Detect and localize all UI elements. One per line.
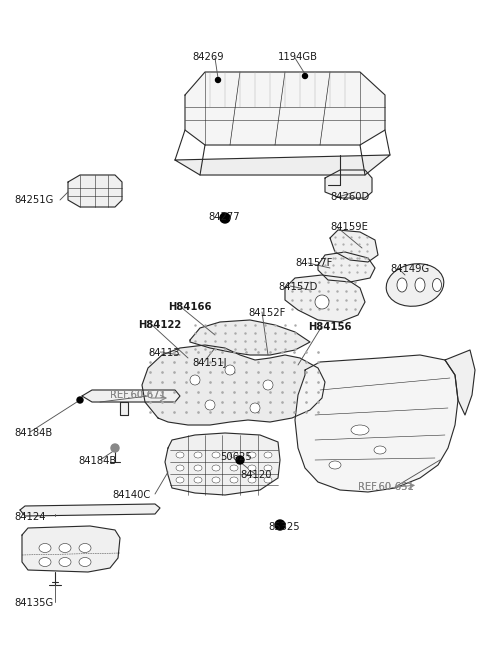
Text: 84124: 84124 [14, 512, 46, 522]
Polygon shape [82, 390, 180, 402]
Ellipse shape [230, 477, 238, 483]
Text: 84184B: 84184B [78, 456, 116, 466]
Ellipse shape [194, 465, 202, 471]
Text: H84166: H84166 [168, 302, 212, 312]
Polygon shape [330, 230, 378, 262]
Circle shape [111, 444, 119, 452]
Ellipse shape [212, 452, 220, 458]
Ellipse shape [432, 279, 442, 291]
Ellipse shape [176, 465, 184, 471]
Ellipse shape [79, 544, 91, 552]
Text: 84157F: 84157F [295, 258, 332, 268]
Polygon shape [175, 155, 390, 175]
Text: 84277: 84277 [208, 212, 240, 222]
Text: REF.60-671: REF.60-671 [110, 390, 166, 400]
Text: H84122: H84122 [138, 320, 181, 330]
Text: 84251G: 84251G [14, 195, 53, 205]
Circle shape [302, 73, 308, 79]
Ellipse shape [264, 452, 272, 458]
Circle shape [250, 403, 260, 413]
Circle shape [225, 365, 235, 375]
Circle shape [220, 213, 230, 223]
Text: 84120: 84120 [240, 470, 272, 480]
Text: 1194GB: 1194GB [278, 52, 318, 62]
Polygon shape [295, 355, 458, 492]
Ellipse shape [59, 544, 71, 552]
Polygon shape [318, 252, 375, 282]
Ellipse shape [39, 558, 51, 567]
Ellipse shape [59, 558, 71, 567]
Text: H84156: H84156 [308, 322, 351, 332]
Ellipse shape [264, 477, 272, 483]
Circle shape [236, 456, 244, 464]
Polygon shape [120, 402, 128, 415]
Circle shape [190, 375, 200, 385]
Ellipse shape [397, 278, 407, 292]
Text: 84151J: 84151J [192, 358, 227, 368]
Text: 84140C: 84140C [112, 490, 150, 500]
Ellipse shape [415, 278, 425, 292]
Ellipse shape [230, 452, 238, 458]
Ellipse shape [329, 461, 341, 469]
Text: 84149G: 84149G [390, 264, 429, 274]
Text: 84184B: 84184B [14, 428, 52, 438]
Polygon shape [142, 345, 325, 425]
Polygon shape [445, 350, 475, 415]
Text: 84135G: 84135G [14, 598, 53, 608]
Polygon shape [190, 320, 310, 355]
Ellipse shape [351, 425, 369, 435]
Ellipse shape [230, 465, 238, 471]
Text: REF.60-651: REF.60-651 [358, 482, 414, 492]
Circle shape [216, 77, 220, 83]
Circle shape [77, 397, 83, 403]
Polygon shape [285, 275, 365, 322]
Polygon shape [22, 526, 120, 572]
Text: 84152F: 84152F [248, 308, 286, 318]
Ellipse shape [248, 465, 256, 471]
Polygon shape [20, 504, 160, 516]
Ellipse shape [248, 477, 256, 483]
Polygon shape [68, 175, 122, 207]
Ellipse shape [176, 452, 184, 458]
Ellipse shape [212, 465, 220, 471]
Polygon shape [325, 170, 372, 198]
Ellipse shape [386, 264, 444, 306]
Polygon shape [185, 72, 385, 145]
Ellipse shape [212, 477, 220, 483]
Ellipse shape [374, 446, 386, 454]
Text: 84260D: 84260D [330, 192, 369, 202]
Ellipse shape [79, 558, 91, 567]
Text: 85325: 85325 [268, 522, 300, 532]
Circle shape [263, 380, 273, 390]
Circle shape [205, 400, 215, 410]
Ellipse shape [264, 465, 272, 471]
Circle shape [275, 520, 285, 530]
Text: 50625: 50625 [220, 452, 252, 462]
Ellipse shape [194, 477, 202, 483]
Text: 84269: 84269 [192, 52, 224, 62]
Ellipse shape [39, 544, 51, 552]
Text: 84113: 84113 [148, 348, 180, 358]
Circle shape [315, 295, 329, 309]
Text: REF.60-651: REF.60-651 [358, 482, 414, 492]
Ellipse shape [248, 452, 256, 458]
Text: REF.60-671: REF.60-671 [110, 390, 166, 400]
Text: 84157D: 84157D [278, 282, 317, 292]
Ellipse shape [194, 452, 202, 458]
Ellipse shape [176, 477, 184, 483]
Text: 84159E: 84159E [330, 222, 368, 232]
Polygon shape [165, 433, 280, 495]
